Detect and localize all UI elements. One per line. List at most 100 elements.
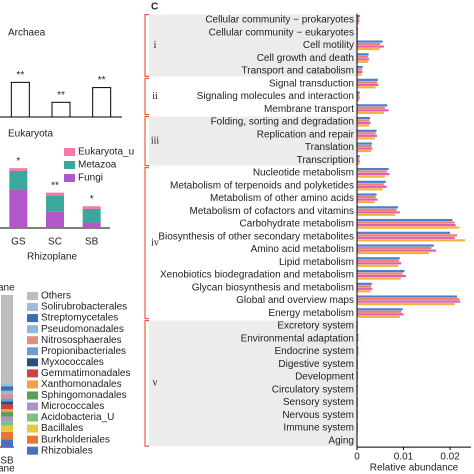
group-band — [149, 320, 357, 447]
bar — [357, 290, 371, 293]
bar — [357, 106, 385, 109]
bar — [357, 315, 400, 318]
bar — [357, 160, 360, 163]
bar — [357, 195, 376, 199]
bar-segment — [1, 412, 13, 417]
legend-swatch — [64, 174, 75, 182]
legend-swatch — [27, 303, 38, 312]
y-tick-label: Cell motility — [303, 40, 354, 51]
bar — [357, 353, 359, 357]
legend-label: Pseudomonadales — [41, 324, 124, 335]
bar — [357, 274, 406, 278]
annotation: ** — [98, 75, 106, 86]
y-tick-label: Aging — [328, 435, 354, 446]
y-tick-label: Cellular community − eukaryotes — [209, 27, 354, 38]
y-tick-label: Nucleotide metabolism — [253, 168, 354, 179]
bar — [357, 206, 398, 209]
y-tick-label: Folding, sorting and degradation — [211, 117, 354, 128]
y-tick-label: Environmental adaptation — [241, 333, 354, 344]
legend-swatch — [27, 446, 38, 455]
bar-segment — [82, 208, 101, 223]
legend-swatch — [27, 314, 38, 323]
bar — [357, 231, 451, 234]
bar — [357, 200, 375, 204]
bar-segment — [1, 416, 13, 422]
bar — [357, 47, 380, 51]
chart-title: Archaea — [8, 28, 46, 39]
y-tick-label: Membrane transport — [264, 104, 354, 115]
bar — [357, 68, 363, 71]
bar — [357, 333, 359, 336]
bar — [357, 302, 455, 306]
bar — [357, 162, 360, 165]
bar-segment — [1, 421, 13, 426]
y-tick-label: Global and overview maps — [236, 295, 354, 306]
bar — [357, 42, 381, 46]
legend-swatch — [27, 369, 38, 378]
bar — [357, 132, 376, 135]
bar — [357, 295, 458, 298]
bar — [357, 55, 369, 58]
bar-segment — [1, 398, 13, 402]
bar — [357, 98, 360, 102]
bar — [357, 285, 371, 288]
bar — [357, 157, 360, 160]
legend-label: Acidobacteria_U — [41, 412, 114, 423]
bar — [357, 14, 360, 18]
panel-label: C — [151, 2, 158, 13]
legend-swatch — [27, 380, 38, 389]
bar-segment — [1, 386, 13, 391]
bar — [357, 104, 388, 107]
y-tick-label: Signal transduction — [269, 78, 354, 89]
y-tick-label: Amino acid metabolism — [251, 244, 354, 255]
bar — [357, 129, 377, 132]
legend-label: Others — [41, 291, 71, 302]
bar-segment — [1, 390, 13, 394]
bar — [357, 17, 360, 20]
bar-segment — [1, 404, 13, 409]
legend-label: Metazoa — [78, 160, 117, 171]
bar — [357, 257, 400, 260]
legend-label: Burkholderiales — [41, 434, 110, 445]
bar-segment — [1, 295, 13, 384]
bar — [357, 142, 372, 145]
group-label: iii — [151, 135, 160, 146]
bar — [357, 251, 430, 255]
legend-swatch — [27, 292, 38, 300]
y-tick-label: Signaling molecules and interaction — [197, 91, 354, 102]
y-tick-label: Digestive system — [278, 359, 354, 370]
bar-segment — [1, 401, 13, 405]
y-tick-label: Energy metabolism — [268, 308, 354, 319]
bar — [357, 236, 455, 239]
bar — [357, 45, 384, 48]
y-tick-label: Metabolism of terpenoids and polyketides — [170, 180, 354, 191]
bar — [357, 244, 434, 247]
bar — [357, 348, 359, 352]
legend-swatch — [27, 358, 38, 367]
bar — [357, 170, 387, 173]
bar — [357, 269, 405, 273]
bar — [357, 246, 432, 250]
bar-segment — [1, 439, 13, 447]
group-bracket — [144, 116, 149, 167]
y-tick-label: Nervous system — [282, 410, 354, 421]
bar-segment — [1, 409, 13, 413]
bar — [357, 211, 400, 214]
bar — [357, 297, 460, 301]
bar — [357, 234, 458, 237]
legend-swatch — [64, 161, 75, 169]
bar — [357, 277, 401, 280]
group-label: iv — [151, 237, 159, 248]
bar — [357, 175, 385, 178]
bar — [357, 93, 360, 97]
bar — [357, 282, 372, 285]
y-tick-label: Carbohydrate metabolism — [240, 219, 355, 230]
bar — [357, 198, 378, 201]
bar — [357, 300, 461, 303]
y-tick-label: Replication and repair — [257, 129, 355, 140]
bar — [357, 91, 360, 94]
bar — [357, 185, 387, 188]
bar — [357, 147, 373, 150]
bar — [357, 65, 363, 69]
bar-segment — [9, 170, 28, 190]
